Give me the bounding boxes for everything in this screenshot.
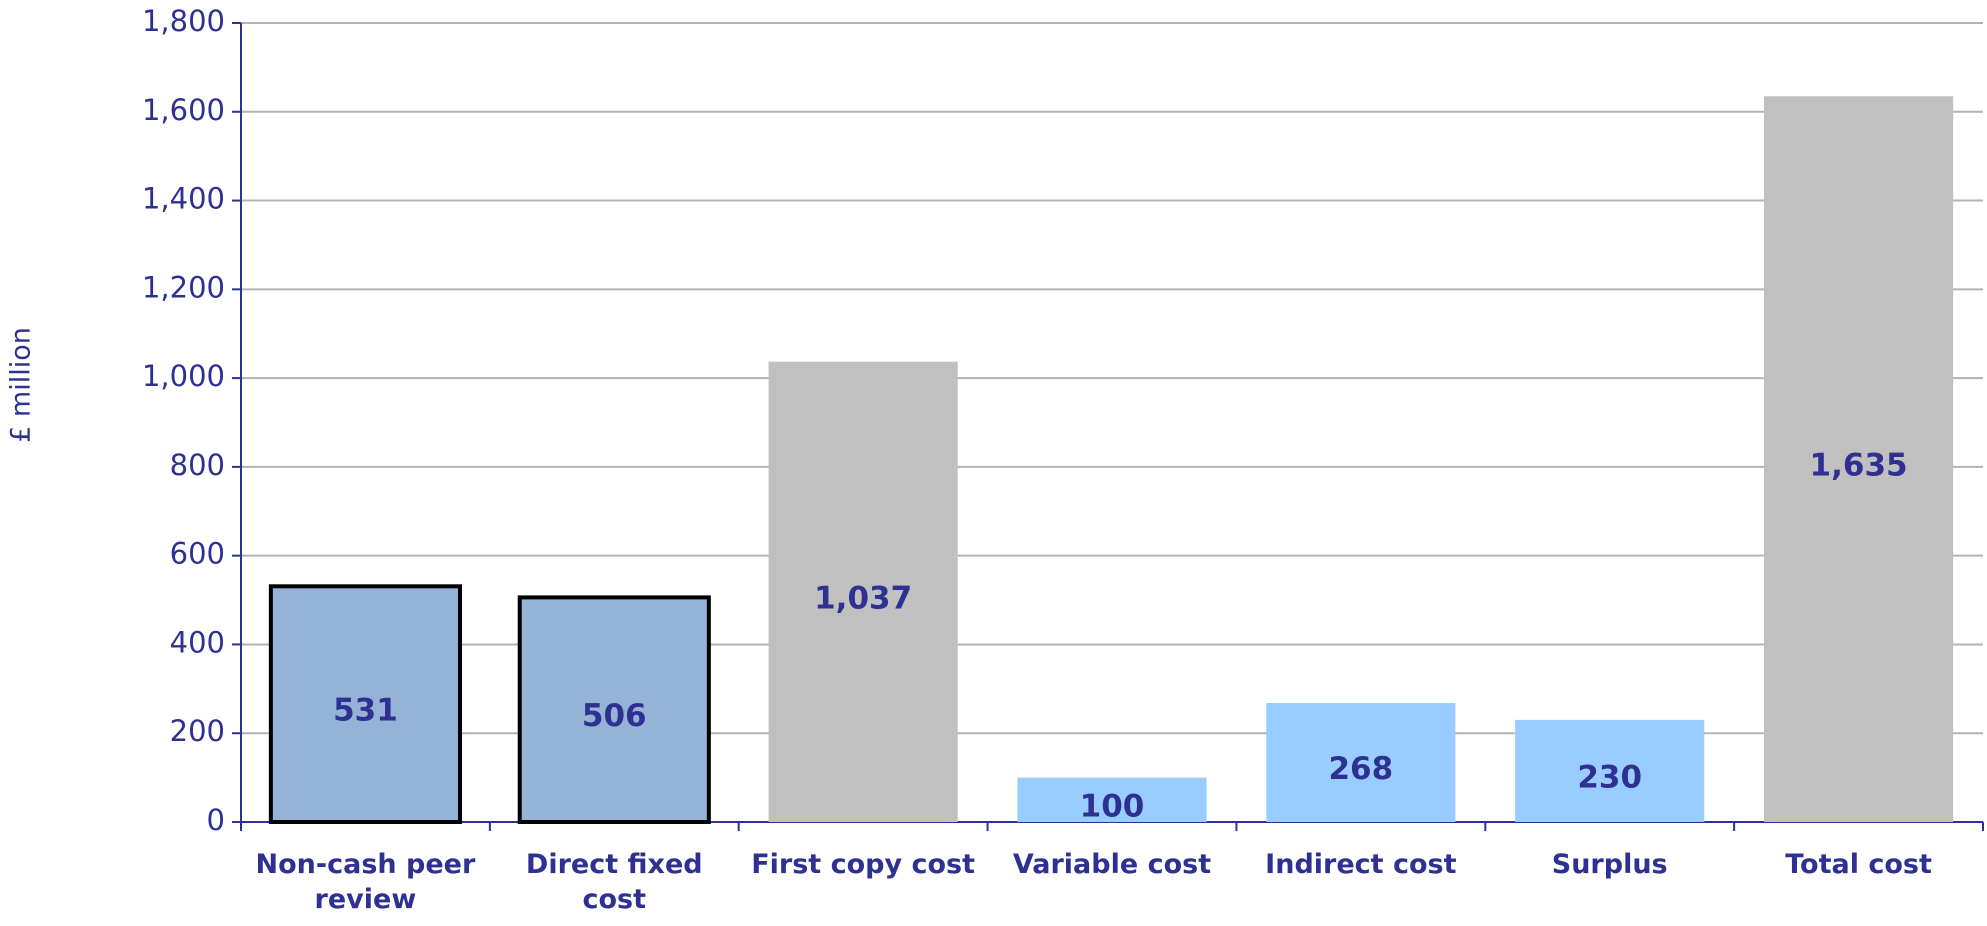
x-tick-label: First copy cost (751, 849, 976, 880)
x-tick-label: Surplus (1551, 849, 1668, 880)
value-label: 531 (333, 693, 398, 729)
bar (517, 595, 711, 824)
bar (1764, 96, 1954, 822)
x-tick-label-box: Non-cash peer review (255, 849, 476, 915)
x-tick-label: Direct fixed cost (525, 849, 703, 915)
y-tick-label: 200 (170, 714, 225, 748)
x-tick-label-box: Variable cost (1012, 849, 1212, 880)
x-tick-label-box: First copy cost (751, 849, 976, 880)
bar (1515, 719, 1705, 822)
value-label: 506 (582, 698, 647, 734)
y-tick-label: 1,200 (142, 270, 225, 304)
y-tick-label: 400 (170, 625, 225, 659)
y-tick-label: 1,000 (142, 359, 225, 393)
bar (268, 584, 462, 824)
bar (1017, 777, 1207, 822)
y-axis-label: £ million (6, 327, 37, 443)
value-label: 1,635 (1810, 448, 1908, 484)
value-label: 100 (1080, 788, 1145, 824)
y-tick-label: 0 (207, 803, 225, 837)
x-tick-label-box: Surplus (1551, 849, 1668, 880)
x-tick-label: Non-cash peer review (255, 849, 476, 915)
y-tick-label: 1,600 (142, 93, 225, 127)
value-label: 230 (1577, 759, 1642, 795)
x-tick-label: Variable cost (1012, 849, 1212, 880)
value-label: 268 (1328, 751, 1393, 787)
bar (1266, 703, 1456, 822)
x-tick-label-box: Total cost (1785, 849, 1932, 880)
y-tick-label: 600 (170, 537, 225, 571)
x-tick-label: Indirect cost (1265, 849, 1457, 880)
y-tick-label: 1,400 (142, 182, 225, 216)
x-tick-label: Total cost (1785, 849, 1932, 880)
y-tick-label: 1,800 (142, 4, 225, 38)
x-tick-label-box: Direct fixed cost (525, 849, 703, 915)
value-label: 1,037 (814, 580, 912, 616)
x-tick-label-box: Indirect cost (1265, 849, 1457, 880)
y-tick-label: 800 (170, 448, 225, 482)
bar (768, 361, 958, 822)
